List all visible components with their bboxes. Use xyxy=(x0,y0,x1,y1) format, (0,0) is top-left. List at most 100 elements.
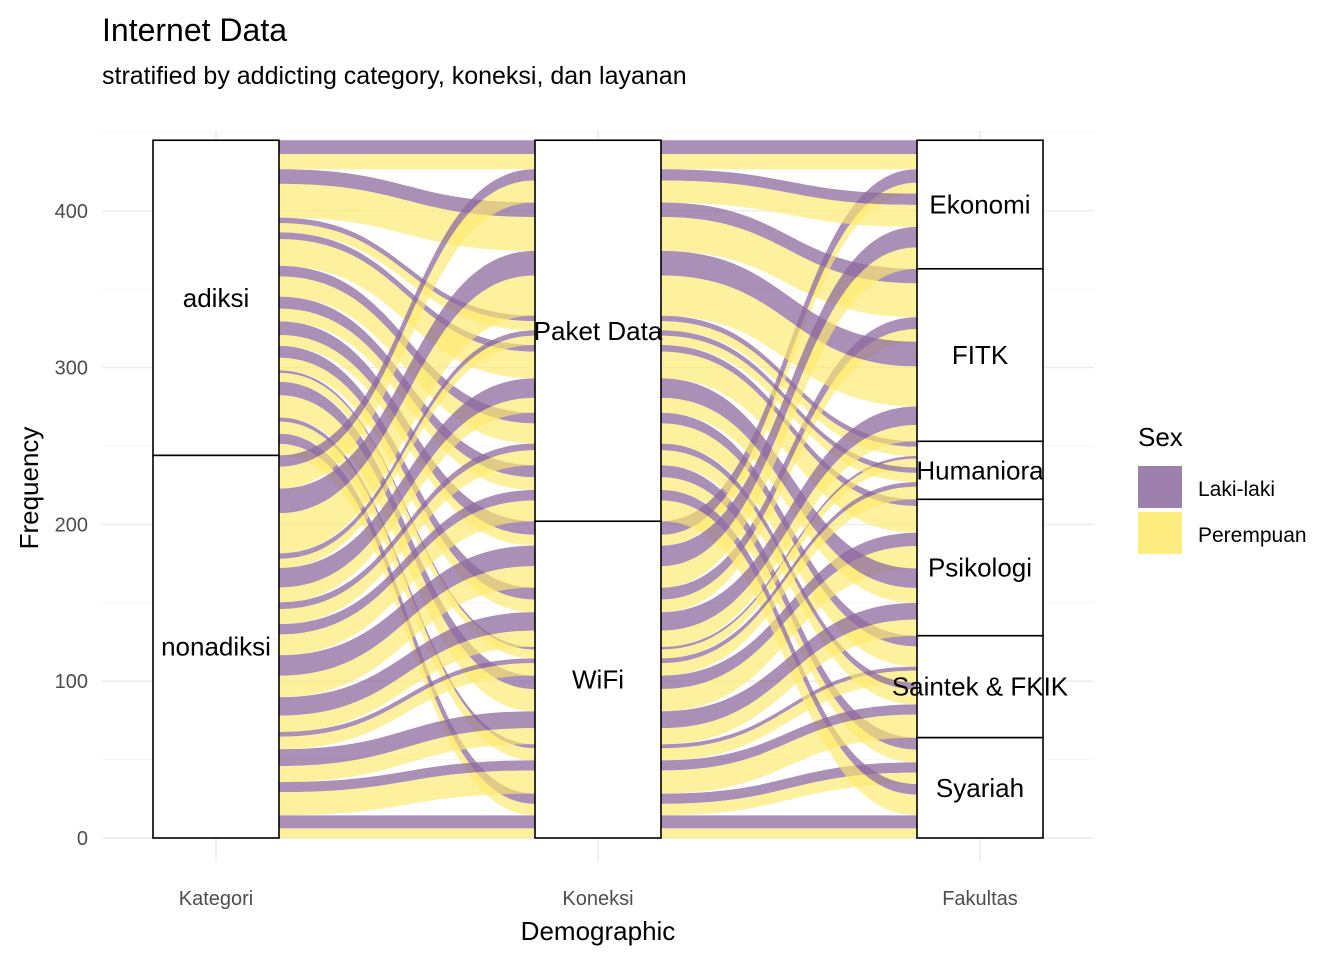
flow-perempuan-adiksi-paket-data-psikologi xyxy=(661,351,917,533)
flow-perempuan-adiksi-wifi-ekonomi xyxy=(661,182,917,546)
flow-perempuan-nonadiksi-paket-data-psikologi xyxy=(279,397,535,603)
stratum-label-humaniora: Humaniora xyxy=(916,455,1044,485)
flow-laki-laki-nonadiksi-paket-data-ekonomi xyxy=(661,169,917,205)
stratum-paket-data xyxy=(534,139,662,523)
legend: Sex Laki-laki Perempuan xyxy=(1138,422,1307,554)
stratum-wifi xyxy=(534,520,662,839)
flow-laki-laki-nonadiksi-wifi-syariah xyxy=(661,815,917,829)
stratum-humaniora xyxy=(916,440,1044,501)
stratum-ekonomi xyxy=(916,139,1044,270)
stratum-label-paket-data: Paket Data xyxy=(534,316,663,346)
flow-laki-laki-nonadiksi-wifi-fitk xyxy=(661,406,917,631)
legend-label-laki-laki: Laki-laki xyxy=(1198,478,1275,501)
stratum-fitk xyxy=(916,268,1044,443)
chart-subtitle: stratified by addicting category, koneks… xyxy=(102,62,687,90)
flow-perempuan-adiksi-paket-data-psikologi xyxy=(279,239,535,379)
flow-perempuan-adiksi-wifi-psikologi xyxy=(279,395,535,712)
flow-perempuan-nonadiksi-wifi-saintek-fkik xyxy=(279,770,535,816)
stratum-label-wifi: WiFi xyxy=(572,665,624,695)
flow-perempuan-adiksi-wifi-humaniora xyxy=(661,458,917,659)
flow-laki-laki-nonadiksi-wifi-humaniora xyxy=(661,482,917,664)
flow-laki-laki-nonadiksi-paket-data-fitk xyxy=(661,250,917,367)
x-tick-label-kategori: Kategori xyxy=(179,888,254,910)
flow-laki-laki-nonadiksi-wifi-ekonomi xyxy=(661,226,917,567)
flow-laki-laki-nonadiksi-paket-data-syariah xyxy=(661,490,917,795)
flow-laki-laki-adiksi-paket-data-psikologi xyxy=(279,232,535,352)
flow-laki-laki-adiksi-wifi-psikologi xyxy=(661,532,917,690)
x-tick-label-koneksi: Koneksi xyxy=(562,888,633,910)
y-tick-label: 400 xyxy=(55,201,88,223)
flow-laki-laki-adiksi-wifi-humaniora xyxy=(279,370,535,650)
y-tick-label: 100 xyxy=(55,671,88,693)
flow-perempuan-adiksi-paket-data-saintek-fkik xyxy=(279,276,535,444)
x-axis-title: Demographic xyxy=(521,916,676,946)
flow-laki-laki-nonadiksi-wifi-saintek-fkik xyxy=(279,760,535,793)
legend-swatch-laki-laki xyxy=(1138,466,1182,508)
legend-label-perempuan: Perempuan xyxy=(1198,524,1307,547)
flow-laki-laki-nonadiksi-wifi-saintek-fkik xyxy=(661,704,917,771)
strata: adiksi nonadiksi Paket Data WiFi Ekonomi FITK… xyxy=(152,139,1069,839)
flow-laki-laki-nonadiksi-paket-data-syariah xyxy=(279,490,535,635)
flow-perempuan-nonadiksi-wifi-fitk xyxy=(279,630,535,732)
stratum-syariah xyxy=(916,736,1044,839)
flow-laki-laki-adiksi-paket-data-humaniora xyxy=(661,315,917,447)
y-ticks: 0 100 200 300 400 xyxy=(55,201,88,850)
flow-perempuan-adiksi-wifi-saintek-fkik xyxy=(279,421,535,761)
stratum-saintek-fkik xyxy=(916,634,1044,739)
stratum-label-ekonomi: Ekonomi xyxy=(929,190,1030,220)
flow-perempuan-nonadiksi-paket-data-humaniora xyxy=(279,335,535,568)
flow-perempuan-nonadiksi-paket-data-fitk xyxy=(279,275,535,554)
flow-perempuan-nonadiksi-paket-data-ekonomi xyxy=(279,180,535,489)
flow-laki-laki-nonadiksi-paket-data-fitk xyxy=(279,250,535,514)
flow-perempuan-nonadiksi-wifi-saintek-fkik xyxy=(661,714,917,794)
flow-laki-laki-adiksi-wifi-humaniora xyxy=(661,456,917,650)
flow-perempuan-nonadiksi-wifi-psikologi xyxy=(661,619,917,745)
flow-laki-laki-nonadiksi-paket-data-saintek-fkik xyxy=(279,443,535,610)
flow-perempuan-nonadiksi-wifi-humaniora xyxy=(279,663,535,750)
x-tick-label-fakultas: Fakultas xyxy=(942,888,1018,910)
flow-perempuan-nonadiksi-wifi-psikologi xyxy=(279,728,535,783)
flow-perempuan-nonadiksi-paket-data-fitk xyxy=(661,275,917,407)
flows xyxy=(279,140,917,838)
y-tick-label: 300 xyxy=(55,358,88,380)
flow-perempuan-adiksi-paket-data-ekonomi xyxy=(279,154,535,170)
flow-perempuan-nonadiksi-wifi-ekonomi xyxy=(661,247,917,588)
flow-perempuan-adiksi-paket-data-humaniora xyxy=(279,223,535,331)
stratum-label-adiksi: adiksi xyxy=(183,283,249,313)
flow-laki-laki-nonadiksi-paket-data-psikologi xyxy=(661,378,917,588)
flow-perempuan-adiksi-wifi-psikologi xyxy=(661,546,917,712)
flow-perempuan-nonadiksi-paket-data-ekonomi xyxy=(661,180,917,227)
flow-perempuan-nonadiksi-wifi-fitk xyxy=(661,424,917,647)
flow-laki-laki-nonadiksi-wifi-fitk xyxy=(279,612,535,716)
flow-laki-laki-adiksi-paket-data-ekonomi xyxy=(661,140,917,155)
flow-laki-laki-adiksi-paket-data-humaniora xyxy=(279,217,535,322)
flow-perempuan-adiksi-wifi-fitk xyxy=(661,329,917,613)
flow-laki-laki-nonadiksi-wifi-psikologi xyxy=(661,602,917,729)
flow-perempuan-nonadiksi-wifi-syariah xyxy=(661,828,917,838)
legend-swatch-perempuan xyxy=(1138,512,1182,554)
flow-laki-laki-nonadiksi-wifi-syariah xyxy=(279,815,535,829)
flow-perempuan-adiksi-wifi-ekonomi xyxy=(279,334,535,546)
stratum-label-saintek-fkik: Saintek & FKIK xyxy=(892,672,1069,702)
flow-perempuan-nonadiksi-paket-data-syariah xyxy=(279,500,535,656)
flow-laki-laki-adiksi-wifi-saintek-fkik xyxy=(661,666,917,749)
flow-perempuan-adiksi-wifi-saintek-fkik xyxy=(661,670,917,761)
legend-title: Sex xyxy=(1138,422,1183,452)
flow-perempuan-nonadiksi-paket-data-psikologi xyxy=(661,397,917,603)
flow-laki-laki-nonadiksi-paket-data-humaniora xyxy=(279,330,535,559)
y-tick-label: 0 xyxy=(77,828,88,850)
flow-laki-laki-nonadiksi-wifi-psikologi xyxy=(279,711,535,767)
flow-laki-laki-nonadiksi-paket-data-saintek-fkik xyxy=(661,443,917,690)
flow-laki-laki-adiksi-paket-data-ekonomi xyxy=(279,140,535,155)
flow-perempuan-nonadiksi-wifi-humaniora xyxy=(661,486,917,676)
x-ticks: Kategori Koneksi Fakultas xyxy=(179,888,1018,910)
flow-perempuan-adiksi-paket-data-saintek-fkik xyxy=(661,423,917,667)
flow-perempuan-adiksi-wifi-humaniora xyxy=(279,372,535,659)
y-tick-label: 200 xyxy=(55,514,88,536)
flow-laki-laki-adiksi-wifi-fitk xyxy=(279,345,535,600)
flow-perempuan-adiksi-paket-data-fitk xyxy=(279,183,535,251)
flow-laki-laki-nonadiksi-paket-data-psikologi xyxy=(279,378,535,588)
flow-perempuan-nonadiksi-wifi-ekonomi xyxy=(279,566,535,698)
flow-laki-laki-nonadiksi-wifi-ekonomi xyxy=(279,545,535,676)
